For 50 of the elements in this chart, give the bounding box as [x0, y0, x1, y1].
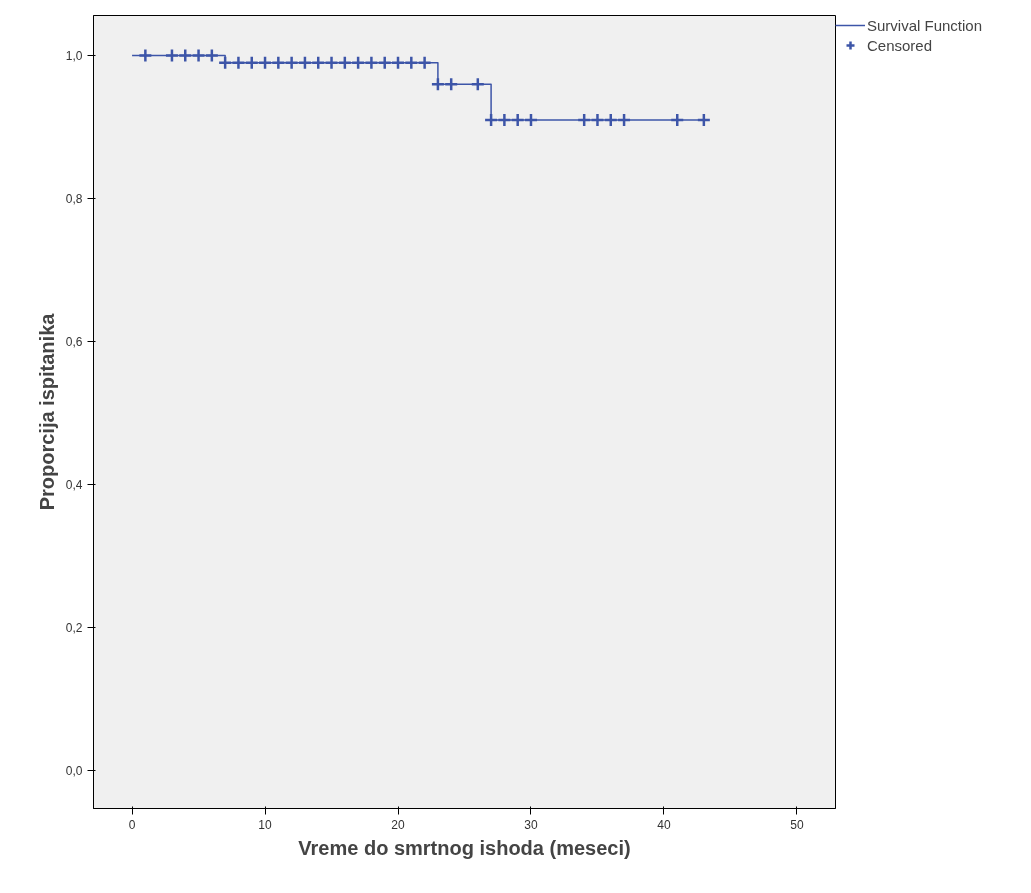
y-tick-label: 0,2	[65, 621, 83, 636]
y-tick-label: 0,8	[65, 192, 83, 207]
x-tick-label: 40	[657, 817, 671, 832]
point	[430, 76, 446, 92]
point	[616, 112, 632, 128]
y-tick-label: 0,4	[65, 478, 83, 493]
legend-label: Censored	[867, 36, 933, 54]
point	[470, 76, 486, 92]
point	[670, 112, 685, 128]
y-axis-title: Proporcija ispitanika	[35, 312, 58, 511]
point	[178, 48, 193, 63]
point	[417, 55, 432, 70]
point	[390, 55, 406, 70]
point	[590, 112, 605, 128]
point	[244, 55, 259, 70]
x-tick-label: 30	[524, 817, 538, 832]
y-tick-label: 0,6	[65, 335, 83, 350]
point	[284, 55, 299, 70]
x-tick-label: 0	[128, 817, 136, 832]
y-tick-label: 0,0	[65, 764, 83, 779]
point	[231, 55, 246, 70]
point	[297, 55, 313, 70]
point	[271, 55, 286, 70]
x-tick-label: 50	[790, 817, 804, 832]
point	[217, 55, 233, 70]
point	[523, 112, 539, 128]
point	[603, 112, 619, 128]
point	[191, 48, 206, 63]
point	[404, 55, 419, 70]
y-tick-label: 1,0	[65, 49, 83, 64]
point	[497, 112, 512, 128]
point	[337, 55, 353, 70]
point	[576, 112, 592, 128]
point	[364, 55, 379, 70]
point	[696, 112, 712, 128]
point	[350, 55, 366, 70]
point	[310, 55, 326, 70]
legend-label: Survival Function	[867, 16, 983, 34]
x-axis-title: Vreme do smrtnog ishoda (meseci)	[298, 836, 631, 859]
point	[443, 76, 459, 92]
point	[138, 48, 153, 63]
point	[257, 55, 273, 70]
x-tick-label: 20	[391, 817, 406, 832]
point	[324, 55, 339, 70]
point	[204, 48, 220, 63]
point	[377, 55, 392, 70]
point	[510, 112, 525, 128]
point	[164, 48, 180, 63]
x-tick-label: 10	[258, 817, 273, 832]
point	[483, 112, 499, 128]
